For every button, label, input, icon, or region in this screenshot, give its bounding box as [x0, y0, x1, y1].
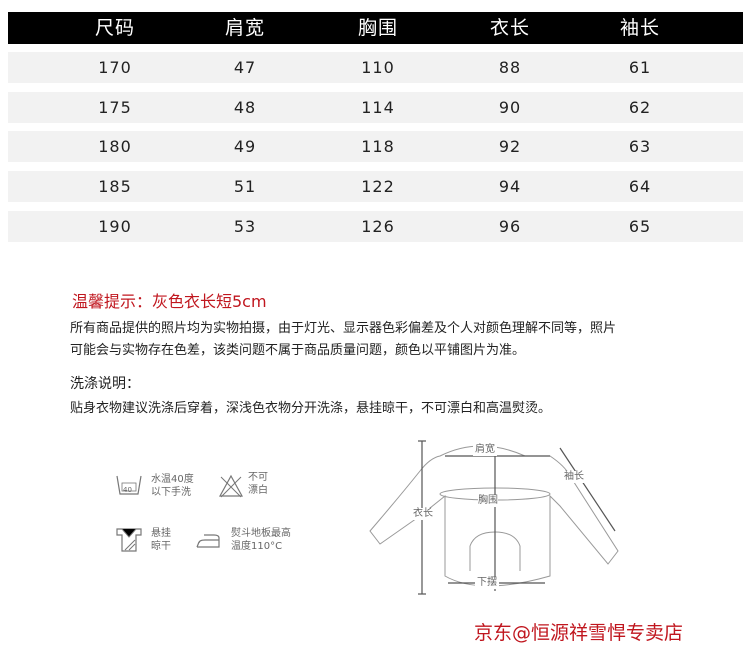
length-label: 衣长 — [413, 508, 433, 520]
table-cell: 61 — [628, 58, 652, 77]
iron-label-1: 熨斗地板最高 — [231, 528, 291, 539]
shoulder-label: 肩宽 — [473, 444, 497, 456]
garment-diagram — [369, 440, 619, 595]
table-cell: 170 — [98, 58, 132, 77]
no-bleach-icon — [218, 474, 244, 498]
table-cell: 96 — [498, 217, 522, 236]
wash-temp-number: 40 — [123, 486, 132, 494]
wash-tub-icon — [116, 475, 142, 495]
chest-label: 胸围 — [478, 495, 498, 507]
notice-line-1: 所有商品提供的照片均为实物拍摄，由于灯光、显示器色彩偏差及个人对颜色理解不同等，… — [70, 321, 617, 336]
table-cell: 94 — [498, 177, 522, 196]
table-cell: 180 — [98, 137, 132, 156]
hang-dry-icon — [116, 528, 142, 552]
table-row: 175 48 114 90 62 — [8, 92, 743, 123]
header-length: 衣长 — [489, 17, 530, 39]
table-cell: 114 — [361, 98, 395, 117]
header-chest: 胸围 — [357, 17, 398, 39]
washing-text: 贴身衣物建议洗涤后穿着，深浅色衣物分开洗涤，悬挂晾干，不可漂白和高温熨烫。 — [70, 401, 552, 416]
no-bleach-label-2: 漂白 — [248, 485, 268, 496]
hang-dry-label-1: 悬挂 — [151, 528, 171, 539]
table-cell: 53 — [233, 217, 257, 236]
hem-label: 下摆 — [475, 577, 499, 589]
table-cell: 51 — [233, 177, 257, 196]
table-cell: 62 — [628, 98, 652, 117]
table-row: 190 53 126 96 65 — [8, 211, 743, 242]
table-cell: 65 — [628, 217, 652, 236]
hang-dry-label-2: 晾干 — [151, 541, 171, 552]
table-cell: 175 — [98, 98, 132, 117]
sleeve-label: 袖长 — [564, 471, 584, 483]
wash-label-2: 以下手洗 — [151, 487, 191, 498]
washing-title: 洗涤说明： — [70, 376, 140, 392]
table-cell: 88 — [498, 58, 522, 77]
table-cell: 122 — [361, 177, 395, 196]
wash-label-1: 水温40度 — [151, 474, 194, 485]
table-cell: 47 — [233, 58, 257, 77]
table-cell: 48 — [233, 98, 257, 117]
table-cell: 90 — [498, 98, 522, 117]
table-row: 170 47 110 88 61 — [8, 52, 743, 83]
notice-title: 温馨提示：灰色衣长短5cm — [72, 292, 267, 311]
table-cell: 190 — [98, 217, 132, 236]
table-cell: 63 — [628, 137, 652, 156]
store-name: 京东@恒源祥雪悍专卖店 — [474, 622, 684, 644]
table-cell: 49 — [233, 137, 257, 156]
table-cell: 110 — [361, 58, 395, 77]
table-cell: 118 — [361, 137, 395, 156]
table-row: 180 49 118 92 63 — [8, 131, 743, 162]
no-bleach-label-1: 不可 — [248, 472, 268, 483]
header-sleeve: 袖长 — [619, 17, 660, 39]
header-size: 尺码 — [94, 17, 135, 39]
header-shoulder: 肩宽 — [224, 17, 265, 39]
table-header: 尺码 肩宽 胸围 衣长 袖长 — [8, 12, 743, 44]
table-row: 185 51 122 94 64 — [8, 171, 743, 202]
iron-icon — [196, 534, 220, 548]
notice-line-2: 可能会与实物存在色差，该类问题不属于商品质量问题，颜色以平铺图片为准。 — [70, 343, 526, 358]
iron-label-2: 温度110°C — [231, 541, 283, 552]
table-cell: 126 — [361, 217, 395, 236]
table-cell: 185 — [98, 177, 132, 196]
table-cell: 64 — [628, 177, 652, 196]
table-cell: 92 — [498, 137, 522, 156]
